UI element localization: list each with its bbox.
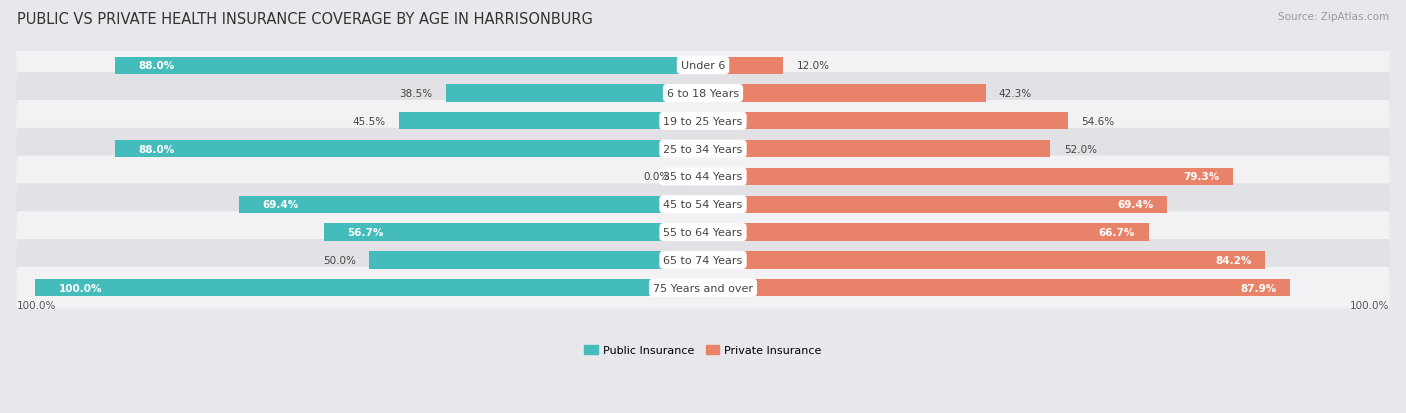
Text: 52.0%: 52.0%: [1064, 144, 1097, 154]
Text: 75 Years and over: 75 Years and over: [652, 283, 754, 293]
Bar: [239, 196, 703, 214]
FancyBboxPatch shape: [17, 184, 1389, 225]
Text: 84.2%: 84.2%: [1216, 255, 1253, 265]
Bar: [325, 224, 703, 241]
Bar: [703, 252, 1265, 269]
Text: PUBLIC VS PRIVATE HEALTH INSURANCE COVERAGE BY AGE IN HARRISONBURG: PUBLIC VS PRIVATE HEALTH INSURANCE COVER…: [17, 12, 593, 27]
Bar: [703, 113, 1067, 130]
Text: 87.9%: 87.9%: [1240, 283, 1277, 293]
Text: 100.0%: 100.0%: [59, 283, 101, 293]
Text: 65 to 74 Years: 65 to 74 Years: [664, 255, 742, 265]
FancyBboxPatch shape: [17, 45, 1389, 87]
Text: 88.0%: 88.0%: [139, 61, 174, 71]
Text: 25 to 34 Years: 25 to 34 Years: [664, 144, 742, 154]
Text: Source: ZipAtlas.com: Source: ZipAtlas.com: [1278, 12, 1389, 22]
FancyBboxPatch shape: [17, 101, 1389, 142]
FancyBboxPatch shape: [17, 267, 1389, 309]
Bar: [683, 169, 703, 185]
Text: 12.0%: 12.0%: [797, 61, 830, 71]
Bar: [703, 141, 1050, 158]
FancyBboxPatch shape: [17, 240, 1389, 281]
Bar: [368, 252, 703, 269]
FancyBboxPatch shape: [17, 128, 1389, 170]
Text: 45.5%: 45.5%: [353, 116, 385, 126]
Text: 55 to 64 Years: 55 to 64 Years: [664, 228, 742, 237]
Text: 50.0%: 50.0%: [323, 255, 356, 265]
Text: Under 6: Under 6: [681, 61, 725, 71]
Bar: [446, 85, 703, 102]
Bar: [703, 196, 1167, 214]
Legend: Public Insurance, Private Insurance: Public Insurance, Private Insurance: [579, 340, 827, 360]
Bar: [703, 280, 1291, 297]
Bar: [703, 85, 986, 102]
Text: 69.4%: 69.4%: [263, 200, 299, 210]
Text: 45 to 54 Years: 45 to 54 Years: [664, 200, 742, 210]
Text: 38.5%: 38.5%: [399, 89, 433, 99]
Text: 88.0%: 88.0%: [139, 144, 174, 154]
Text: 42.3%: 42.3%: [998, 89, 1032, 99]
Bar: [703, 57, 783, 75]
Bar: [399, 113, 703, 130]
Text: 6 to 18 Years: 6 to 18 Years: [666, 89, 740, 99]
Text: 35 to 44 Years: 35 to 44 Years: [664, 172, 742, 182]
Bar: [115, 141, 703, 158]
Text: 79.3%: 79.3%: [1182, 172, 1219, 182]
Text: 56.7%: 56.7%: [347, 228, 384, 237]
FancyBboxPatch shape: [17, 73, 1389, 114]
Bar: [115, 57, 703, 75]
FancyBboxPatch shape: [17, 212, 1389, 253]
Bar: [703, 224, 1149, 241]
Text: 100.0%: 100.0%: [1350, 300, 1389, 310]
Bar: [35, 280, 703, 297]
FancyBboxPatch shape: [17, 156, 1389, 198]
Text: 54.6%: 54.6%: [1081, 116, 1114, 126]
Text: 100.0%: 100.0%: [17, 300, 56, 310]
Text: 66.7%: 66.7%: [1099, 228, 1135, 237]
Text: 0.0%: 0.0%: [644, 172, 669, 182]
Text: 69.4%: 69.4%: [1116, 200, 1153, 210]
Text: 19 to 25 Years: 19 to 25 Years: [664, 116, 742, 126]
Bar: [703, 169, 1233, 185]
